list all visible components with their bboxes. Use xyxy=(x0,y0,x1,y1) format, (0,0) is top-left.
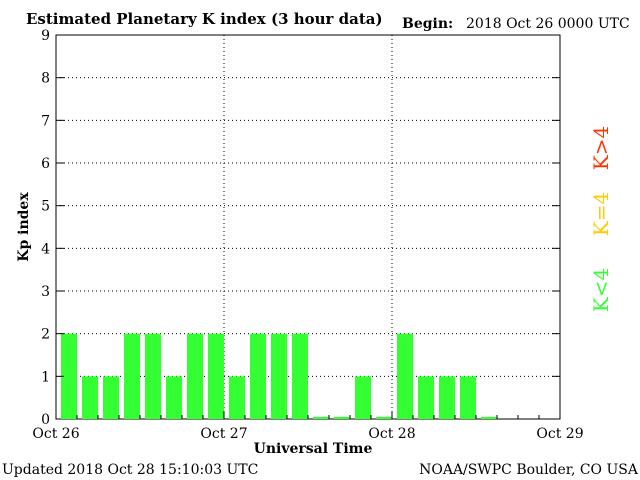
legend-k-equal-4: K=4 xyxy=(589,192,613,236)
y-tick-label: 3 xyxy=(41,284,50,300)
bars-layer xyxy=(61,333,497,419)
y-tick-label: 4 xyxy=(41,241,50,257)
y-tick-label: 7 xyxy=(41,113,50,129)
bar xyxy=(334,416,350,419)
bar xyxy=(208,333,224,419)
y-tick-label: 6 xyxy=(41,156,50,172)
y-axis-title: Kp index xyxy=(16,192,32,262)
y-tick-label: 1 xyxy=(41,369,50,385)
begin-label: Begin: xyxy=(402,16,453,32)
legend-k-above-4: K>4 xyxy=(589,126,613,170)
bar xyxy=(418,376,434,419)
x-tick-label: Oct 29 xyxy=(536,426,583,442)
x-axis-ticks: Oct 26 Oct 27 Oct 28 Oct 29 xyxy=(32,411,584,442)
y-tick-label: 9 xyxy=(41,28,50,44)
legend-k-below-4: K<4 xyxy=(589,268,613,312)
bar xyxy=(460,376,476,419)
bar xyxy=(481,416,497,419)
y-tick-label: 5 xyxy=(41,199,50,215)
bar xyxy=(82,376,98,419)
y-tick-label: 0 xyxy=(41,412,50,428)
bar xyxy=(397,333,413,419)
begin-value: 2018 Oct 26 0000 UTC xyxy=(466,16,630,32)
y-axis-ticks: 0 1 2 3 4 5 6 7 8 9 xyxy=(41,28,560,428)
bar xyxy=(61,333,77,419)
y-tick-label: 2 xyxy=(41,327,50,343)
bar xyxy=(376,416,392,419)
x-axis-title: Universal Time xyxy=(254,441,373,457)
bar xyxy=(103,376,119,419)
x-tick-label: Oct 28 xyxy=(368,426,415,442)
bar xyxy=(355,376,371,419)
updated-timestamp: Updated 2018 Oct 28 15:10:03 UTC xyxy=(2,462,258,478)
bar xyxy=(313,416,329,419)
bar xyxy=(439,376,455,419)
bar xyxy=(187,333,203,419)
bar xyxy=(166,376,182,419)
x-tick-label: Oct 27 xyxy=(200,426,247,442)
bar xyxy=(229,376,245,419)
bar xyxy=(292,333,308,419)
bar xyxy=(271,333,287,419)
x-tick-label: Oct 26 xyxy=(32,426,79,442)
bar xyxy=(124,333,140,419)
bar xyxy=(145,333,161,419)
y-tick-label: 8 xyxy=(41,71,50,87)
chart-title: Estimated Planetary K index (3 hour data… xyxy=(26,10,383,28)
bar xyxy=(250,333,266,419)
credit-line: NOAA/SWPC Boulder, CO USA xyxy=(419,462,639,478)
